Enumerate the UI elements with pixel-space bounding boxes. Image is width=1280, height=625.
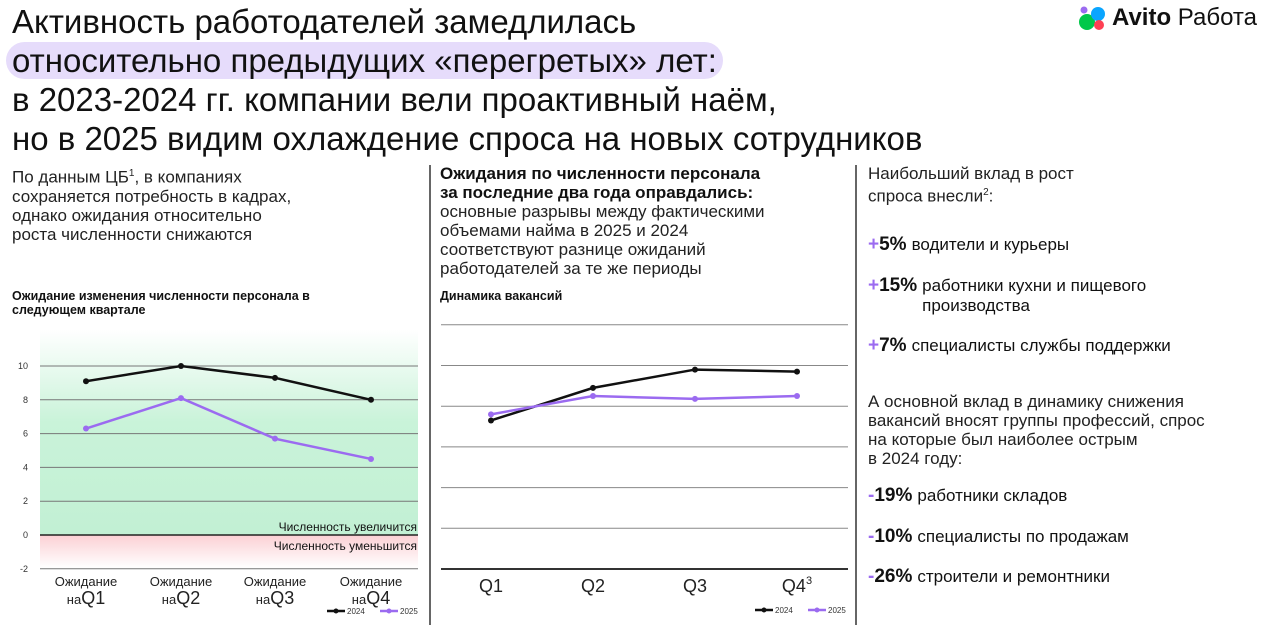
x-tick-label: Q1 (479, 576, 503, 596)
title-line-highlighted: относительно предыдущих «перегретых» лет… (6, 42, 723, 79)
decline-heading: А основной вклад в динамику снижения вака… (868, 392, 1205, 468)
chart1-title: Ожидание изменения численности персонала… (12, 289, 310, 317)
data-point-2025 (590, 393, 596, 400)
series-line-2025 (85, 396, 372, 461)
y-tick-label: 8 (23, 395, 28, 405)
decrease-zone (40, 535, 418, 568)
decline-item: -10% специалисты по продажам (868, 526, 1129, 547)
x-tick-label: Q3 (683, 576, 707, 596)
title-line: в 2023-2024 гг. компании вели проактивны… (12, 81, 777, 118)
data-point-2025 (178, 395, 184, 402)
data-point-2024 (368, 396, 374, 403)
data-point-2025 (272, 435, 278, 442)
legend-marker (386, 608, 392, 614)
divider (429, 165, 431, 625)
data-point-2025 (368, 455, 374, 462)
data-point-2024 (794, 368, 800, 375)
data-point-2025 (83, 425, 89, 432)
growth-item: +15% работники кухни и пищевого производс… (868, 275, 1147, 316)
title-line: но в 2025 видим охлаждение спроса на нов… (12, 120, 923, 157)
data-point-2025 (794, 393, 800, 400)
x-tick-label: наQ2 (162, 588, 200, 608)
y-tick-label: 4 (23, 462, 28, 472)
growth-item: +5% водители и курьеры (868, 234, 1070, 255)
decline-item: -19% работники складов (868, 485, 1068, 506)
legend-label: 2024 (775, 606, 793, 615)
y-tick-label: 0 (23, 530, 28, 540)
series-line-2025 (490, 394, 798, 416)
avito-logo: Avito Работа (1078, 4, 1257, 32)
logo-brand: Avito (1112, 4, 1172, 31)
series-line-2024 (490, 368, 798, 422)
x-tick-label: наQ1 (67, 588, 105, 608)
x-tick-label: Ожидание (150, 574, 213, 589)
legend-label: 2025 (828, 606, 846, 615)
legend-label: 2025 (400, 607, 418, 616)
y-tick-label: 6 (23, 429, 28, 439)
x-tick-label: Ожидание (244, 574, 307, 589)
growth-heading: Наибольший вклад в рост спроса внесли2: (868, 164, 1074, 206)
logo-product: Работа (1177, 4, 1257, 31)
title-line: Активность работодателей замедлилась (12, 3, 637, 40)
y-tick-label: 2 (23, 496, 28, 506)
legend-marker (814, 607, 820, 613)
data-point-2024 (590, 384, 596, 391)
divider (855, 165, 857, 625)
left-text: По данным ЦБ1, в компаниях сохраняется п… (12, 167, 292, 244)
page-title: Активность работодателей замедлилась отн… (6, 2, 923, 158)
data-point-2025 (692, 395, 698, 402)
decline-item: -26% строители и ремонтники (868, 566, 1110, 587)
x-tick-label: Q43 (782, 575, 812, 596)
data-point-2025 (488, 411, 494, 418)
y-tick-label: -2 (20, 564, 28, 574)
mid-text: Ожидания по численности персонала за посл… (440, 164, 765, 278)
legend-label: 2024 (347, 607, 365, 616)
avito-dots-icon (1079, 6, 1105, 30)
annotation-increase: Численность увеличится (279, 520, 417, 534)
series-line-2024 (85, 364, 372, 402)
x-tick-label: наQ4 (352, 588, 390, 608)
data-point-2024 (488, 417, 494, 424)
x-tick-label: наQ3 (256, 588, 294, 608)
data-point-2024 (692, 366, 698, 373)
x-tick-label: Ожидание (55, 574, 118, 589)
data-point-2024 (272, 374, 278, 381)
data-point-2024 (83, 378, 89, 385)
x-tick-label: Q2 (581, 576, 605, 596)
growth-item: +7% специалисты службы поддержки (868, 335, 1171, 356)
legend-marker (761, 607, 767, 613)
legend-marker (333, 608, 339, 614)
annotation-decrease: Численность уменьшится (274, 539, 417, 553)
x-tick-label: Ожидание (340, 574, 403, 589)
increase-zone (40, 330, 418, 535)
data-point-2024 (178, 363, 184, 369)
chart2-title: Динамика вакансий (440, 289, 563, 303)
y-tick-label: 10 (18, 361, 28, 371)
